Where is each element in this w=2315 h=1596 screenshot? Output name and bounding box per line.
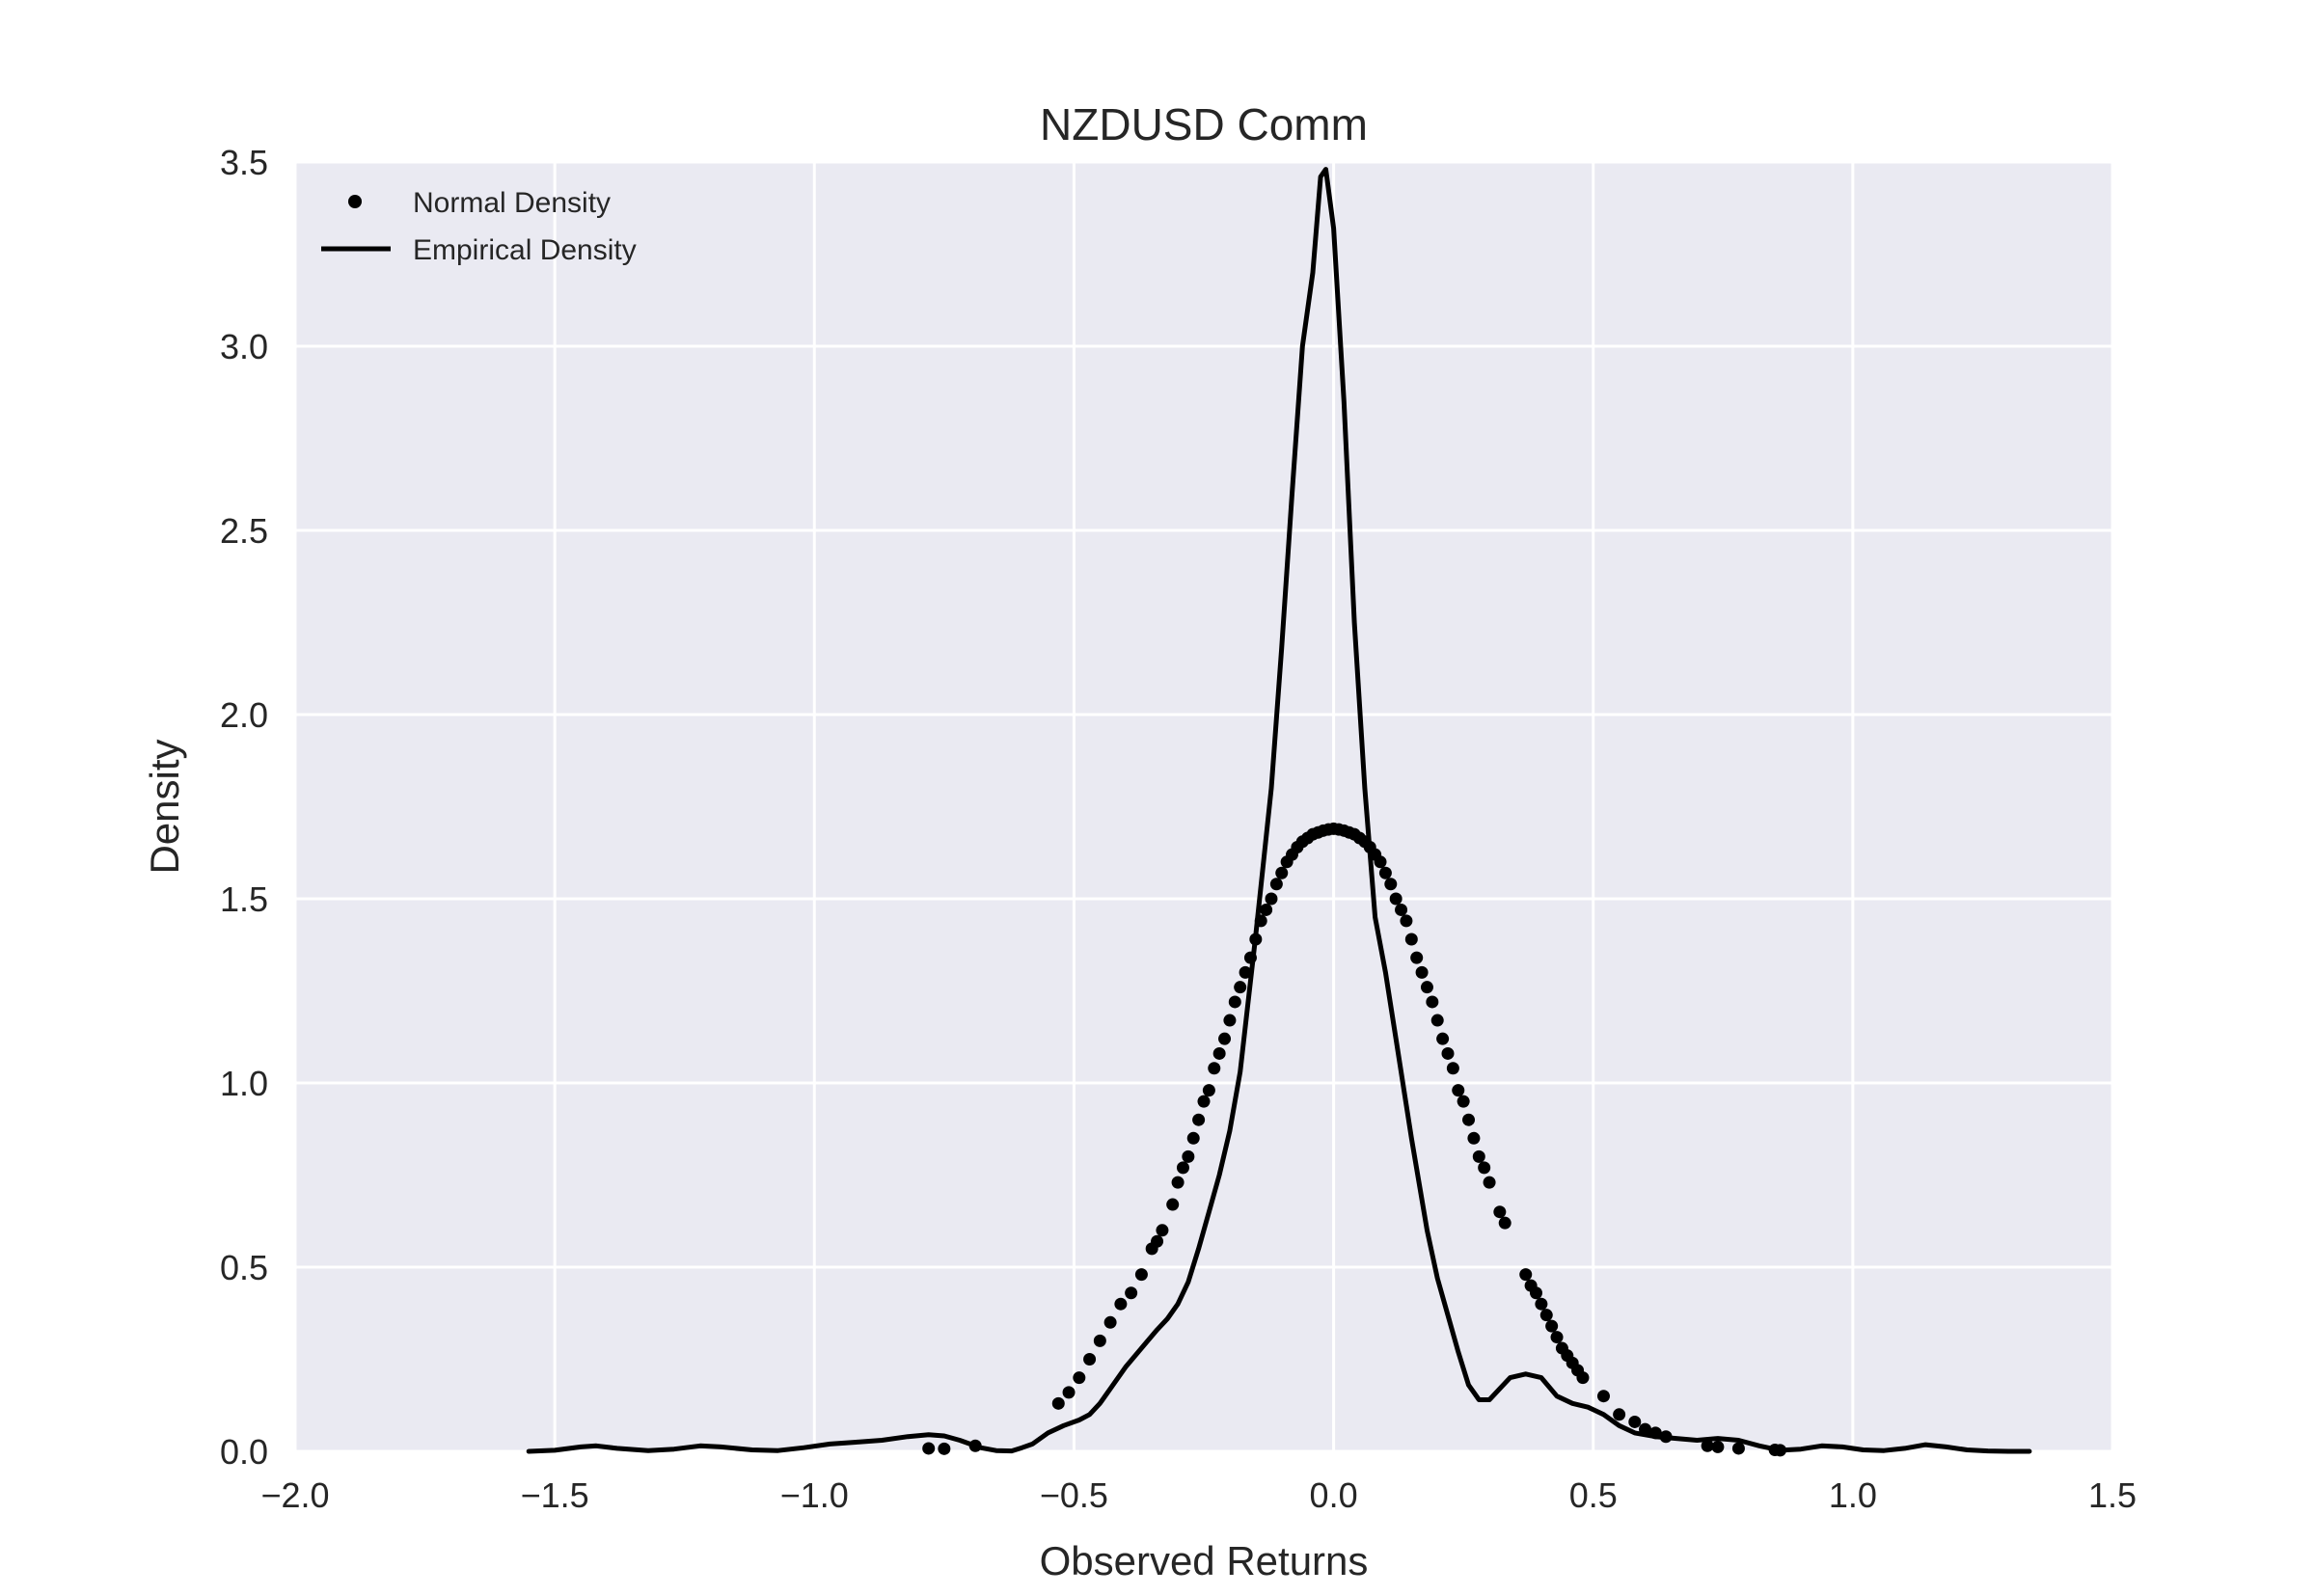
normal-density-point <box>1530 1286 1543 1300</box>
normal-density-point <box>922 1442 936 1455</box>
y-tick-label: 1.0 <box>220 1064 268 1103</box>
normal-density-point <box>1576 1371 1590 1385</box>
x-tick-label: 1.0 <box>1829 1475 1877 1515</box>
normal-density-point <box>1467 1131 1481 1145</box>
normal-density-point <box>1472 1150 1485 1163</box>
x-tick-label: 0.0 <box>1310 1475 1358 1515</box>
normal-density-point <box>1093 1334 1106 1347</box>
x-tick-label: 0.5 <box>1569 1475 1618 1515</box>
normal-density-point <box>1156 1224 1169 1237</box>
legend-label-normal-density: Normal Density <box>413 187 611 219</box>
normal-density-point <box>1192 1113 1206 1126</box>
normal-density-point <box>1498 1216 1512 1230</box>
normal-density-point <box>1212 1046 1226 1060</box>
normal-density-point <box>1062 1386 1076 1399</box>
normal-density-point <box>1275 866 1289 879</box>
normal-density-point <box>1731 1442 1745 1455</box>
y-tick-label: 2.0 <box>220 695 268 735</box>
normal-density-point <box>1260 903 1273 916</box>
legend-label-empirical-density: Empirical Density <box>413 234 637 266</box>
normal-density-point <box>1628 1415 1642 1428</box>
normal-density-point <box>1415 965 1429 979</box>
normal-density-point <box>1426 995 1439 1009</box>
normal-density-point <box>938 1442 951 1455</box>
normal-density-point <box>1535 1297 1548 1311</box>
normal-density-point <box>1151 1234 1164 1248</box>
empirical-density-line <box>526 167 2032 1454</box>
normal-density-point <box>1545 1319 1559 1333</box>
normal-density-point <box>1125 1286 1138 1300</box>
normal-density-point <box>1378 866 1392 879</box>
normal-density-point <box>1430 1014 1444 1027</box>
normal-density-point <box>1202 1084 1215 1097</box>
normal-density-point <box>1596 1390 1610 1403</box>
normal-density-point <box>1457 1095 1470 1108</box>
normal-density-point <box>1083 1353 1097 1366</box>
normal-density-point <box>1436 1032 1450 1045</box>
normal-density-point <box>1613 1408 1626 1421</box>
normal-density-point <box>1223 1014 1237 1027</box>
x-tick-label: −1.5 <box>521 1475 589 1515</box>
normal-density-point <box>1384 878 1398 891</box>
normal-density-point <box>1051 1396 1065 1410</box>
normal-density-point <box>1182 1150 1195 1163</box>
normal-density-point <box>1374 855 1387 869</box>
y-tick-label: 3.5 <box>220 143 268 182</box>
normal-density-point <box>1389 892 1403 906</box>
normal-density-point <box>1400 914 1413 928</box>
y-tick-label: 3.0 <box>220 327 268 366</box>
normal-density-point <box>1519 1268 1533 1282</box>
normal-density-point <box>1239 965 1252 979</box>
normal-density-point <box>1478 1161 1491 1175</box>
normal-density-point <box>1539 1309 1553 1322</box>
normal-density-point <box>1420 981 1433 994</box>
normal-density-point <box>1166 1198 1180 1211</box>
normal-density-point <box>1493 1205 1507 1219</box>
y-tick-label: 0.0 <box>220 1432 268 1472</box>
grid <box>293 160 2114 1453</box>
normal-density-point <box>1441 1046 1455 1060</box>
normal-density-point <box>1462 1113 1476 1126</box>
normal-density-point <box>1114 1297 1128 1311</box>
normal-density-point <box>1701 1439 1714 1452</box>
normal-density-point <box>1234 981 1247 994</box>
y-tick-label: 0.5 <box>220 1248 268 1287</box>
normal-density-point <box>1228 995 1241 1009</box>
normal-density-point <box>1265 892 1278 906</box>
normal-density-point <box>1711 1440 1725 1453</box>
normal-density-point <box>1218 1032 1232 1045</box>
x-tick-label: −0.5 <box>1040 1475 1108 1515</box>
normal-density-point <box>1171 1176 1185 1189</box>
normal-density-point <box>1452 1084 1465 1097</box>
legend-marker-normal-density <box>348 195 362 208</box>
normal-density-point <box>1483 1176 1496 1189</box>
tick-labels: −2.0 −1.5 −1.0 −0.5 0.0 0.5 1.0 1.5 0.0 0.5 1.0 1.5… <box>220 143 2137 1515</box>
x-tick-label: −1.0 <box>780 1475 849 1515</box>
normal-density-point <box>1446 1062 1459 1075</box>
x-axis-label: Observed Returns <box>1040 1538 1369 1583</box>
plot-area <box>295 162 2112 1451</box>
normal-density-point <box>1269 878 1283 891</box>
y-axis-label: Density <box>142 739 187 874</box>
normal-density-point <box>1208 1062 1221 1075</box>
x-tick-label: −2.0 <box>260 1475 329 1515</box>
y-tick-label: 2.5 <box>220 511 268 551</box>
chart-title: NZDUSD Comm <box>1040 99 1368 149</box>
normal-density-point <box>1197 1095 1211 1108</box>
legend: Normal Density Empirical Density <box>321 187 637 266</box>
normal-density-point <box>1176 1161 1189 1175</box>
normal-density-point <box>1395 903 1408 916</box>
x-tick-label: 1.5 <box>2088 1475 2137 1515</box>
normal-density-point <box>1103 1315 1117 1329</box>
normal-density-point <box>1073 1371 1086 1385</box>
y-tick-label: 1.5 <box>220 879 268 919</box>
normal-density-point <box>1134 1268 1148 1282</box>
series-layer <box>526 167 2032 1457</box>
normal-density-point <box>1550 1331 1564 1344</box>
normal-density-point <box>1410 951 1424 964</box>
normal-density-point <box>1404 933 1418 946</box>
normal-density-point <box>1186 1131 1200 1145</box>
